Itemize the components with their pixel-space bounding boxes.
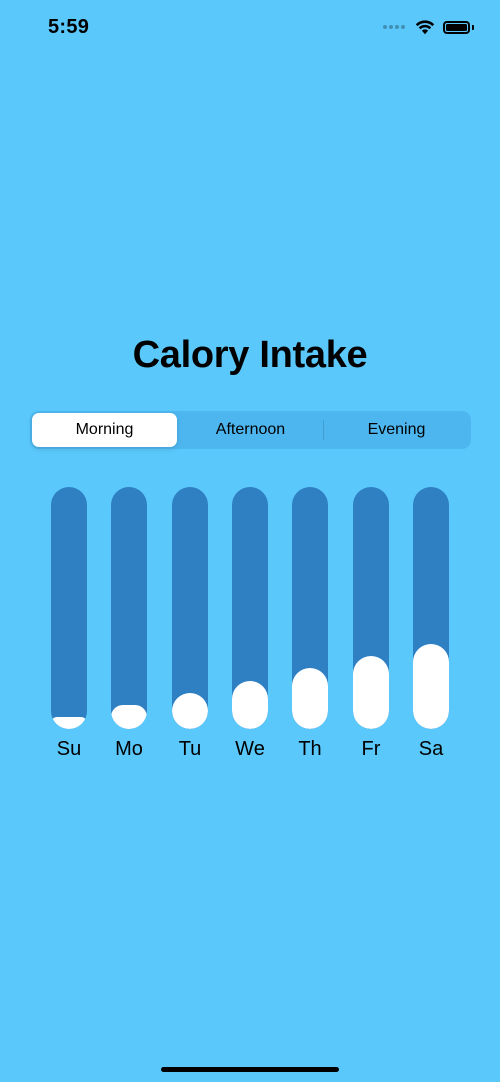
bar-track (292, 487, 328, 729)
wifi-icon (415, 19, 435, 35)
signal-icon (383, 25, 405, 29)
bar-track (413, 487, 449, 729)
status-bar: 5:59 (0, 0, 500, 54)
bar-label: Th (282, 738, 338, 761)
bar-fill (51, 717, 87, 729)
bar-track (111, 487, 147, 729)
time-of-day-segmented-control: Morning Afternoon Evening (30, 411, 471, 449)
bar-fill (232, 681, 268, 729)
bar-fill (413, 644, 449, 729)
bar-track (172, 487, 208, 729)
segment-morning[interactable]: Morning (32, 413, 177, 447)
bar-su: Su (51, 487, 87, 729)
bar-fill (292, 668, 328, 729)
bar-fill (111, 705, 147, 729)
segment-afternoon[interactable]: Afternoon (178, 413, 323, 447)
bar-fill (353, 656, 389, 729)
page-title: Calory Intake (0, 334, 500, 377)
bar-label: We (222, 738, 278, 761)
bar-track (232, 487, 268, 729)
bar-track (51, 487, 87, 729)
status-icons (383, 17, 474, 37)
bar-sa: Sa (413, 487, 449, 729)
bar-fill (172, 693, 208, 729)
segment-evening[interactable]: Evening (324, 413, 469, 447)
bar-tu: Tu (172, 487, 208, 729)
bar-th: Th (292, 487, 328, 729)
calorie-bar-chart: Su Mo Tu We Th Fr Sa (0, 487, 500, 767)
bar-mo: Mo (111, 487, 147, 729)
bar-fr: Fr (353, 487, 389, 729)
battery-cap-icon (472, 25, 474, 30)
bar-label: Sa (403, 738, 459, 761)
battery-icon (443, 21, 470, 34)
bar-label: Su (41, 738, 97, 761)
status-time: 5:59 (48, 16, 89, 39)
bar-label: Tu (162, 738, 218, 761)
bar-label: Mo (101, 738, 157, 761)
bar-track (353, 487, 389, 729)
bar-label: Fr (343, 738, 399, 761)
bar-we: We (232, 487, 268, 729)
home-indicator (161, 1067, 339, 1072)
